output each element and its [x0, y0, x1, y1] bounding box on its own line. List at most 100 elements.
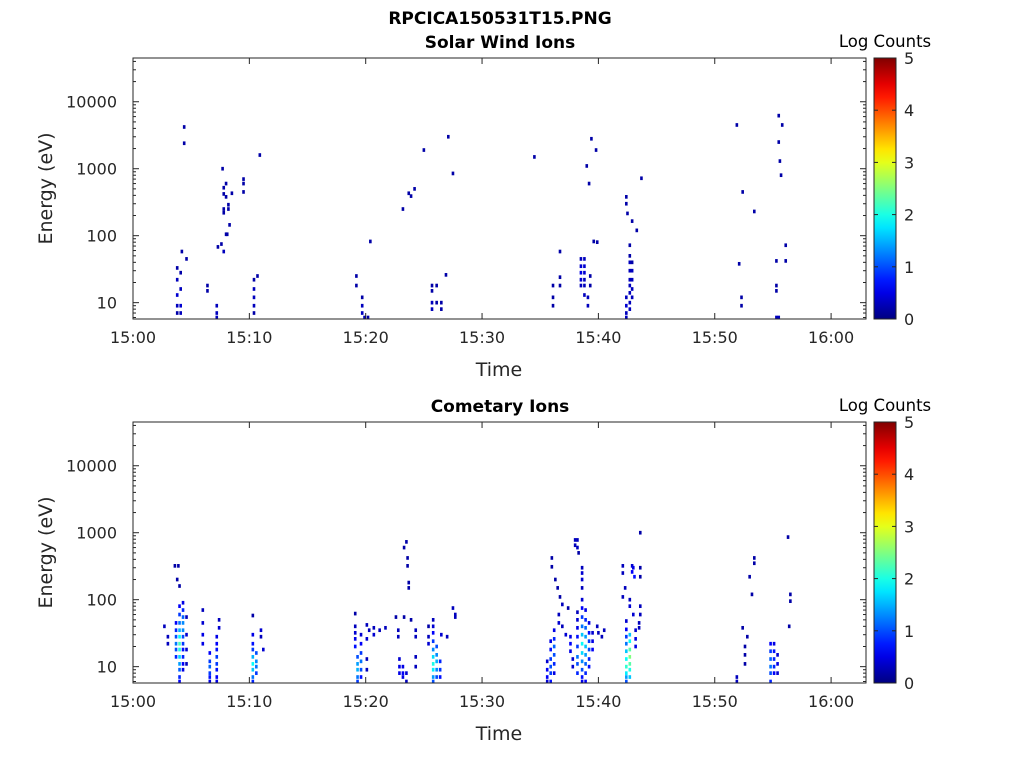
heatmap-cell	[776, 662, 779, 666]
heatmap-cell	[549, 679, 552, 683]
heatmap-cell	[584, 618, 587, 622]
figure-title: RPCICA150531T15.PNG	[388, 9, 611, 29]
heatmap-cell	[224, 195, 228, 199]
heatmap-cell	[787, 624, 791, 629]
heatmap-cell	[625, 315, 628, 319]
heatmap-cell	[431, 655, 435, 659]
heatmap-cell	[580, 641, 584, 646]
heatmap-cell	[630, 219, 634, 223]
heatmap-cell	[222, 249, 226, 254]
heatmap-cell	[625, 619, 628, 623]
heatmap-cell	[451, 171, 455, 176]
heatmap-cell	[438, 659, 442, 664]
heatmap-cell	[621, 571, 625, 575]
heatmap-cell	[359, 675, 363, 679]
heatmap-cell	[625, 634, 628, 639]
heatmap-cell	[360, 303, 364, 308]
heatmap-cell	[748, 574, 751, 579]
heatmap-cell	[580, 679, 584, 683]
heatmap-cell	[360, 311, 364, 315]
heatmap-cell	[549, 664, 552, 669]
colorbar-tick-label: 1	[904, 622, 914, 641]
heatmap-cell	[251, 613, 255, 618]
heatmap-cell	[431, 675, 435, 679]
heatmap-cell	[621, 595, 625, 599]
heatmap-cell	[628, 675, 632, 679]
heatmap-cell	[558, 249, 562, 254]
heatmap-cell	[625, 671, 628, 675]
heatmap-cell	[638, 574, 642, 579]
x-tick-label: 15:20	[343, 328, 389, 347]
heatmap-cell	[359, 641, 363, 646]
heatmap-cell	[242, 177, 245, 181]
heatmap-cell	[588, 274, 592, 278]
heatmap-cell	[252, 295, 256, 300]
heatmap-cell	[435, 659, 438, 664]
heatmap-cell	[365, 667, 369, 672]
heatmap-cell	[571, 657, 575, 661]
colorbar-tick-label: 1	[904, 258, 914, 277]
colorbar-frame	[873, 421, 897, 684]
x-tick-label: 15:40	[575, 692, 621, 711]
heatmap-cell	[784, 259, 788, 263]
heatmap-cell	[215, 662, 219, 666]
heatmap-cell	[440, 632, 443, 637]
heatmap-cell	[394, 615, 398, 619]
plot-area	[133, 422, 866, 683]
heatmap-cell	[576, 610, 579, 615]
heatmap-cell	[584, 634, 587, 639]
heatmap-cell	[633, 574, 636, 579]
heatmap-cell	[587, 664, 591, 669]
heatmap-cell	[431, 679, 435, 683]
x-tick-label: 16:00	[808, 692, 854, 711]
heatmap-cell	[453, 612, 457, 617]
heatmap-cell	[367, 628, 371, 633]
heatmap-cell	[369, 239, 372, 244]
heatmap-cell	[587, 181, 591, 186]
heatmap-cell	[561, 602, 564, 607]
heatmap-cell	[356, 667, 359, 672]
heatmap-cell	[625, 675, 628, 679]
heatmap-cell	[252, 303, 256, 308]
heatmap-cell	[741, 190, 744, 194]
heatmap-cell	[356, 675, 359, 679]
heatmap-cell	[628, 243, 632, 248]
heatmap-cell	[398, 664, 401, 669]
heatmap-cell	[634, 637, 637, 641]
heatmap-cell	[743, 644, 747, 649]
heatmap-cell	[769, 671, 772, 675]
heatmap-cell	[775, 283, 778, 288]
heatmap-cell	[208, 679, 212, 683]
x-tick-label: 15:10	[226, 328, 272, 347]
heatmap-cell	[580, 606, 584, 610]
heatmap-cell	[580, 597, 584, 602]
heatmap-cell	[769, 657, 772, 661]
heatmap-cell	[255, 651, 258, 655]
heatmap-cell	[743, 662, 747, 666]
heatmap-cell	[590, 136, 593, 141]
heatmap-cell	[630, 268, 634, 273]
heatmap-cell	[554, 577, 557, 582]
heatmap-cell	[775, 259, 778, 263]
heatmap-cell	[628, 291, 632, 295]
heatmap-cell	[557, 621, 561, 625]
heatmap-cell	[750, 592, 754, 597]
heatmap-cell	[566, 606, 570, 610]
heatmap-cell	[179, 303, 182, 308]
heatmap-cell	[628, 639, 632, 644]
y-tick-label: 10	[97, 658, 117, 677]
heatmap-cell	[431, 618, 435, 622]
heatmap-cell	[227, 207, 230, 211]
heatmap-cell	[580, 586, 584, 590]
heatmap-cell	[178, 612, 181, 617]
heatmap-cell	[178, 604, 181, 609]
heatmap-cell	[215, 641, 219, 646]
heatmap-cell	[182, 141, 186, 146]
heatmap-cell	[181, 608, 185, 612]
x-tick-label: 16:00	[808, 328, 854, 347]
heatmap-cell	[591, 630, 594, 635]
heatmap-cell	[445, 634, 449, 639]
heatmap-cell	[638, 612, 642, 617]
heatmap-cell	[580, 675, 584, 679]
heatmap-cell	[735, 675, 739, 679]
